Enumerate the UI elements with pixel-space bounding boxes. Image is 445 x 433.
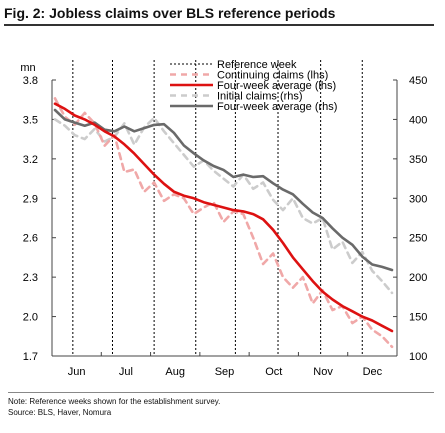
legend-label: Continuing claims (lhs): [217, 70, 328, 82]
y-tick-label-left: 3.5: [23, 114, 38, 126]
y-tick-label-left: 2.0: [23, 312, 38, 324]
y-tick-label-right: 100: [409, 351, 427, 363]
chart-axes: mn3.8 3.5 3.2 2.9 2.6 2.3 2.0 1.7 450 400 350 300 25…: [20, 62, 427, 378]
footnote-source: Source: BLS, Haver, Nomura: [8, 408, 112, 417]
y-tick-label-left: 2.6: [23, 233, 38, 245]
y-tick-label-right: 450: [409, 75, 427, 87]
footnote-note: Note: Reference weeks shown for the esta…: [8, 397, 221, 406]
reference-week-lines: [72, 60, 363, 356]
x-tick-label: Jul: [119, 366, 133, 378]
y-tick-label-left: 2.9: [23, 193, 38, 205]
y-tick-label-right: 400: [409, 114, 427, 126]
x-tick-label: Nov: [313, 366, 333, 378]
y-tick-label-left: 3.2: [23, 154, 38, 166]
x-tick-label: Dec: [363, 366, 383, 378]
y-tick-label-right: 250: [409, 233, 427, 245]
chart-title: Fig. 2: Jobless claims over BLS referenc…: [4, 3, 434, 26]
chart-series: [53, 97, 394, 349]
series-line-initial: [53, 116, 394, 295]
x-tick-label: Aug: [165, 366, 185, 378]
y-tick-label-left: 3.8: [23, 75, 38, 87]
x-tick-label: Oct: [265, 366, 282, 378]
footnote-area: Note: Reference weeks shown for the esta…: [8, 392, 434, 418]
y-tick-label-right: 350: [409, 154, 427, 166]
y-tick-label-left: 1.7: [23, 351, 38, 363]
series-line-continuing_avg: [53, 102, 394, 333]
series-line-continuing: [53, 97, 394, 349]
legend-label: Reference week: [217, 59, 297, 71]
legend-label: Initial claims (rhs): [217, 91, 303, 103]
y-tick-label-right: 150: [409, 312, 427, 324]
legend-label: Four-week average (lhs): [217, 80, 336, 92]
y-tick-label-right: 300: [409, 193, 427, 205]
legend-label: Four-week average (rhs): [217, 101, 337, 113]
chart-canvas: mn3.8 3.5 3.2 2.9 2.6 2.3 2.0 1.7 450 400 350 300 25…: [20, 59, 427, 378]
y-tick-label-right: 200: [409, 272, 427, 284]
x-tick-label: Jun: [68, 366, 86, 378]
series-line-initial_avg: [53, 108, 394, 272]
y-axis-left-unit: mn: [20, 62, 35, 74]
x-tick-label: Sep: [215, 366, 235, 378]
y-tick-label-left: 2.3: [23, 272, 38, 284]
